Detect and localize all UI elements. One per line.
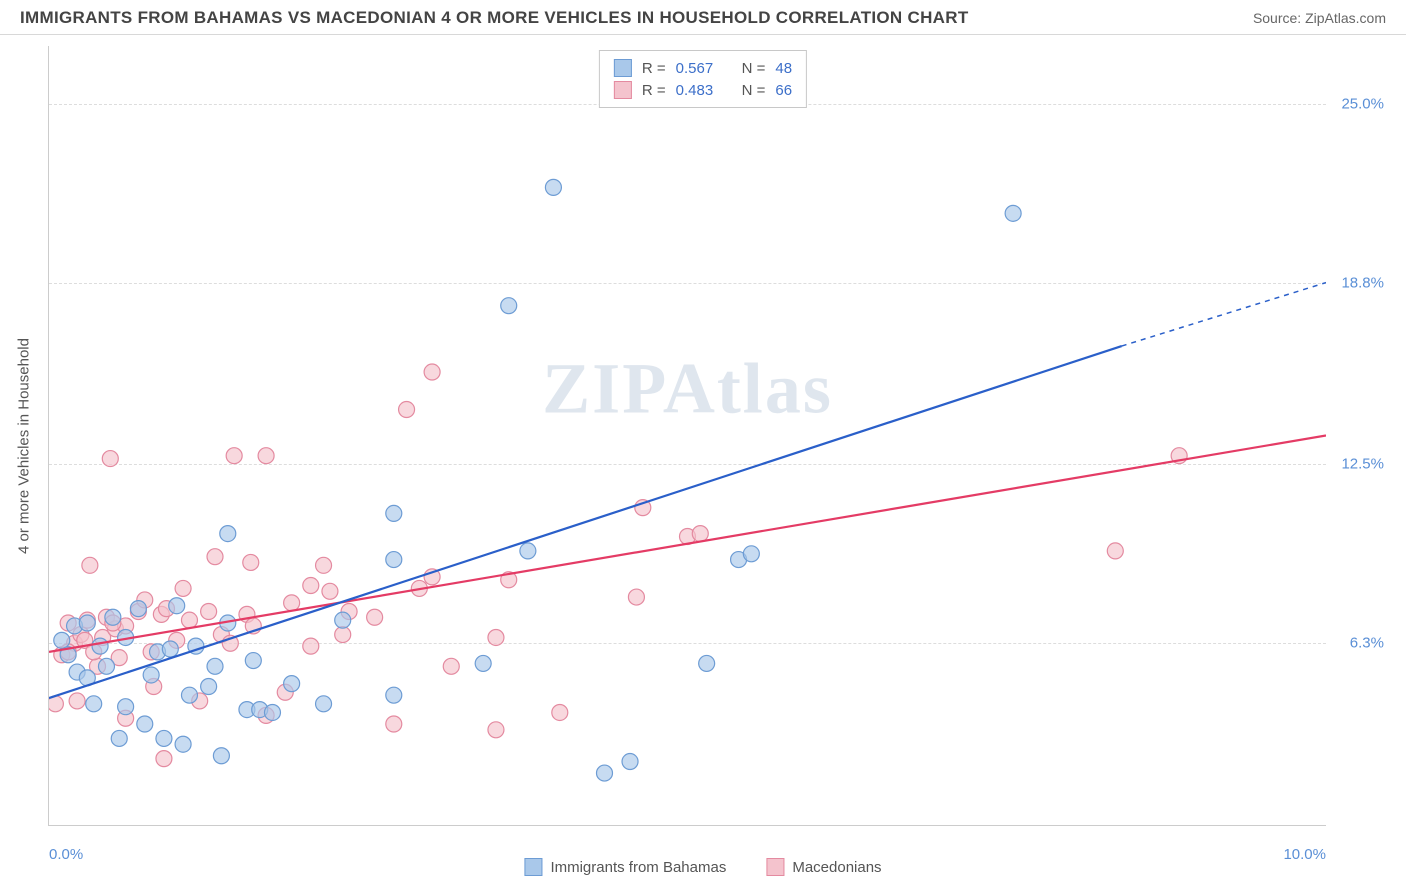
plot-area: ZIPAtlas 6.3%12.5%18.8%25.0%0.0%10.0% xyxy=(48,46,1326,826)
n-label: N = xyxy=(742,82,766,99)
n-label: N = xyxy=(742,60,766,77)
legend-label-bahamas: Immigrants from Bahamas xyxy=(550,859,726,876)
y-tick-label: 25.0% xyxy=(1341,95,1384,112)
plot-svg xyxy=(49,46,1326,825)
y-tick-label: 12.5% xyxy=(1341,456,1384,473)
x-tick-label: 0.0% xyxy=(49,846,83,863)
source-label: Source: ZipAtlas.com xyxy=(1253,10,1386,26)
r-label: R = xyxy=(642,60,666,77)
correlation-legend: R = 0.567 N = 48 R = 0.483 N = 66 xyxy=(599,50,807,108)
chart-header: IMMIGRANTS FROM BAHAMAS VS MACEDONIAN 4 … xyxy=(0,0,1406,35)
swatch-bahamas xyxy=(524,858,542,876)
y-tick-label: 6.3% xyxy=(1350,635,1384,652)
legend-row-macedonians: R = 0.483 N = 66 xyxy=(614,79,792,101)
chart-title: IMMIGRANTS FROM BAHAMAS VS MACEDONIAN 4 … xyxy=(20,8,969,28)
y-axis-title: 4 or more Vehicles in Household xyxy=(16,338,33,554)
series-legend: Immigrants from Bahamas Macedonians xyxy=(524,858,881,876)
legend-label-macedonians: Macedonians xyxy=(792,859,881,876)
swatch-macedonians xyxy=(614,81,632,99)
y-tick-label: 18.8% xyxy=(1341,274,1384,291)
n-value-macedonians: 66 xyxy=(775,82,792,99)
legend-row-bahamas: R = 0.567 N = 48 xyxy=(614,57,792,79)
swatch-bahamas xyxy=(614,59,632,77)
legend-item-macedonians: Macedonians xyxy=(766,858,881,876)
chart-container: ZIPAtlas 6.3%12.5%18.8%25.0%0.0%10.0% xyxy=(48,46,1326,826)
r-value-bahamas: 0.567 xyxy=(676,60,724,77)
x-tick-label: 10.0% xyxy=(1283,846,1326,863)
swatch-macedonians xyxy=(766,858,784,876)
legend-item-bahamas: Immigrants from Bahamas xyxy=(524,858,726,876)
r-label: R = xyxy=(642,82,666,99)
r-value-macedonians: 0.483 xyxy=(676,82,724,99)
n-value-bahamas: 48 xyxy=(775,60,792,77)
